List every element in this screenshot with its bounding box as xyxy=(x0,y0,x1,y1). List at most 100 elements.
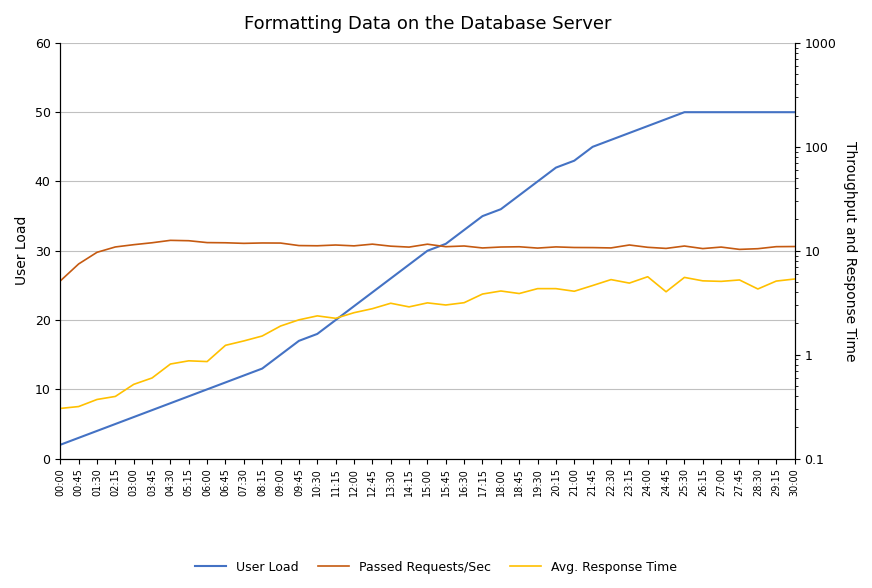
User Load xyxy=(239,372,249,379)
Passed Requests/Sec xyxy=(146,239,157,246)
Passed Requests/Sec xyxy=(734,246,745,253)
Avg. Response Time xyxy=(514,290,524,297)
Avg. Response Time xyxy=(404,303,414,310)
Legend: User Load, Passed Requests/Sec, Avg. Response Time: User Load, Passed Requests/Sec, Avg. Res… xyxy=(190,556,682,579)
Passed Requests/Sec xyxy=(367,240,378,248)
Avg. Response Time xyxy=(459,299,469,306)
Passed Requests/Sec xyxy=(349,242,359,249)
Line: User Load: User Load xyxy=(60,112,794,445)
User Load xyxy=(495,206,506,213)
Passed Requests/Sec xyxy=(459,242,469,249)
User Load xyxy=(55,441,65,448)
Avg. Response Time xyxy=(624,279,635,286)
User Load xyxy=(753,109,763,116)
Passed Requests/Sec xyxy=(110,243,120,250)
User Load xyxy=(349,303,359,310)
User Load xyxy=(459,226,469,233)
Avg. Response Time xyxy=(422,299,433,306)
Avg. Response Time xyxy=(588,282,598,289)
Passed Requests/Sec xyxy=(183,237,194,244)
Avg. Response Time xyxy=(661,288,671,295)
User Load xyxy=(661,116,671,123)
Passed Requests/Sec xyxy=(771,243,781,250)
Passed Requests/Sec xyxy=(257,239,268,246)
User Load xyxy=(588,143,598,151)
Line: Avg. Response Time: Avg. Response Time xyxy=(60,277,794,409)
Avg. Response Time xyxy=(771,278,781,285)
User Load xyxy=(569,157,580,164)
User Load xyxy=(257,365,268,372)
Passed Requests/Sec xyxy=(624,242,635,249)
Passed Requests/Sec xyxy=(716,243,726,250)
User Load xyxy=(698,109,708,116)
User Load xyxy=(221,379,231,386)
Passed Requests/Sec xyxy=(202,239,213,246)
User Load xyxy=(643,122,653,129)
Avg. Response Time xyxy=(146,375,157,382)
User Load xyxy=(73,435,84,442)
Passed Requests/Sec xyxy=(55,278,65,285)
Passed Requests/Sec xyxy=(92,249,102,256)
User Load xyxy=(716,109,726,116)
Passed Requests/Sec xyxy=(404,243,414,250)
Passed Requests/Sec xyxy=(221,239,231,246)
Passed Requests/Sec xyxy=(239,240,249,247)
User Load xyxy=(606,136,617,143)
Avg. Response Time xyxy=(753,285,763,292)
Passed Requests/Sec xyxy=(422,240,433,248)
User Load xyxy=(624,129,635,136)
Avg. Response Time xyxy=(257,332,268,339)
Avg. Response Time xyxy=(734,276,745,283)
User Load xyxy=(128,413,139,420)
Avg. Response Time xyxy=(679,274,690,281)
Avg. Response Time xyxy=(73,403,84,410)
Passed Requests/Sec xyxy=(385,243,396,250)
Avg. Response Time xyxy=(698,278,708,285)
Avg. Response Time xyxy=(477,290,487,298)
Passed Requests/Sec xyxy=(698,245,708,252)
Avg. Response Time xyxy=(294,316,304,323)
User Load xyxy=(92,427,102,435)
User Load xyxy=(202,386,213,393)
User Load xyxy=(679,109,690,116)
User Load xyxy=(514,192,524,199)
Line: Passed Requests/Sec: Passed Requests/Sec xyxy=(60,240,794,281)
Avg. Response Time xyxy=(606,276,617,283)
User Load xyxy=(146,407,157,414)
Passed Requests/Sec xyxy=(514,243,524,250)
Passed Requests/Sec xyxy=(789,243,800,250)
User Load xyxy=(440,240,451,248)
Passed Requests/Sec xyxy=(312,242,323,249)
Avg. Response Time xyxy=(643,273,653,280)
Avg. Response Time xyxy=(716,278,726,285)
User Load xyxy=(330,316,341,323)
Avg. Response Time xyxy=(532,285,542,292)
User Load xyxy=(771,109,781,116)
Avg. Response Time xyxy=(128,381,139,388)
Passed Requests/Sec xyxy=(532,245,542,252)
Avg. Response Time xyxy=(789,276,800,283)
User Load xyxy=(367,289,378,296)
Avg. Response Time xyxy=(55,405,65,412)
Avg. Response Time xyxy=(92,396,102,403)
Y-axis label: Throughput and Response Time: Throughput and Response Time xyxy=(843,141,857,361)
Avg. Response Time xyxy=(239,338,249,345)
Passed Requests/Sec xyxy=(495,243,506,250)
User Load xyxy=(734,109,745,116)
User Load xyxy=(165,400,175,407)
User Load xyxy=(532,178,542,185)
Avg. Response Time xyxy=(312,312,323,319)
Passed Requests/Sec xyxy=(661,245,671,252)
Avg. Response Time xyxy=(495,288,506,295)
Avg. Response Time xyxy=(183,358,194,365)
Passed Requests/Sec xyxy=(606,245,617,252)
User Load xyxy=(551,164,562,171)
Passed Requests/Sec xyxy=(294,242,304,249)
Passed Requests/Sec xyxy=(128,241,139,248)
Avg. Response Time xyxy=(276,322,286,329)
User Load xyxy=(312,330,323,338)
Passed Requests/Sec xyxy=(73,260,84,268)
User Load xyxy=(404,261,414,268)
User Load xyxy=(294,338,304,345)
Passed Requests/Sec xyxy=(551,243,562,250)
